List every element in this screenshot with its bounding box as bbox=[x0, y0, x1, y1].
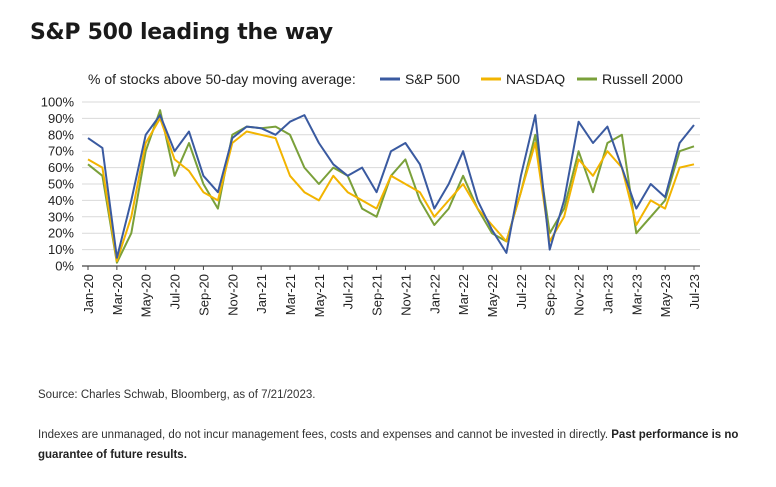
y-tick-label: 70% bbox=[48, 144, 74, 159]
x-tick-label: May-23 bbox=[658, 274, 673, 317]
series-line-sp500 bbox=[87, 114, 695, 259]
x-tick-label: Mar-20 bbox=[110, 274, 125, 315]
x-tick-label: Mar-22 bbox=[456, 274, 471, 315]
legend-label-sp500: S&P 500 bbox=[405, 71, 460, 87]
x-tick-label: Jul-22 bbox=[514, 274, 529, 309]
x-tick-label: May-20 bbox=[139, 274, 154, 317]
x-tick-label: Nov-20 bbox=[225, 274, 240, 316]
x-tick-label: Jul-20 bbox=[168, 274, 183, 309]
series-line-russell2000 bbox=[87, 109, 695, 264]
line-chart: % of stocks above 50-day moving average:… bbox=[41, 71, 702, 317]
y-tick-label: 40% bbox=[48, 193, 74, 208]
x-tick-label: Jan-22 bbox=[427, 274, 442, 314]
disclaimer: Indexes are unmanaged, do not incur mana… bbox=[38, 425, 776, 465]
x-tick-label: May-22 bbox=[485, 274, 500, 317]
x-tick-label: Nov-21 bbox=[398, 274, 413, 316]
x-tick-label: Jan-23 bbox=[600, 274, 615, 314]
y-tick-label: 0% bbox=[55, 259, 74, 274]
y-tick-label: 60% bbox=[48, 160, 74, 175]
x-axis: Jan-20 Mar-20 May-20 Jul-20 Sep-20 Nov-20 Jan-… bbox=[81, 266, 702, 317]
y-tick-label: 30% bbox=[48, 209, 74, 224]
y-axis: 0% 10%20% 30%40%50% 60%70% 80%90%100% bbox=[41, 95, 75, 274]
x-tick-label: Sep-21 bbox=[370, 274, 385, 316]
x-tick-label: Nov-22 bbox=[572, 274, 587, 316]
x-tick-label: Mar-21 bbox=[283, 274, 298, 315]
y-tick-label: 10% bbox=[48, 242, 74, 257]
chart-title: S&P 500 leading the way bbox=[30, 20, 333, 45]
legend: S&P 500 NASDAQ Russell 2000 bbox=[380, 71, 683, 87]
x-tick-label: Jan-21 bbox=[254, 274, 269, 314]
legend-label-nasdaq: NASDAQ bbox=[506, 71, 565, 87]
source-note: Source: Charles Schwab, Bloomberg, as of… bbox=[38, 389, 316, 401]
x-tick-label: Mar-23 bbox=[629, 274, 644, 315]
x-tick-label: Jul-21 bbox=[341, 274, 356, 309]
legend-label-russell: Russell 2000 bbox=[602, 71, 683, 87]
series-lines bbox=[87, 109, 695, 264]
disclaimer-text: Indexes are unmanaged, do not incur mana… bbox=[38, 429, 609, 441]
x-tick-label: Sep-22 bbox=[543, 274, 558, 316]
y-tick-label: 80% bbox=[48, 127, 74, 142]
legend-title: % of stocks above 50-day moving average: bbox=[88, 71, 356, 87]
x-tick-label: Jul-23 bbox=[687, 274, 702, 309]
x-tick-label: Sep-20 bbox=[196, 274, 211, 316]
y-tick-label: 50% bbox=[48, 177, 74, 192]
disclaimer-bold-text: Past performance is no guarantee of futu… bbox=[38, 429, 739, 461]
x-tick-label: May-21 bbox=[312, 274, 327, 317]
series-line-nasdaq bbox=[87, 117, 695, 263]
y-tick-label: 90% bbox=[48, 111, 74, 126]
y-tick-label: 100% bbox=[41, 95, 75, 110]
y-tick-label: 20% bbox=[48, 226, 74, 241]
x-tick-label: Jan-20 bbox=[81, 274, 96, 314]
